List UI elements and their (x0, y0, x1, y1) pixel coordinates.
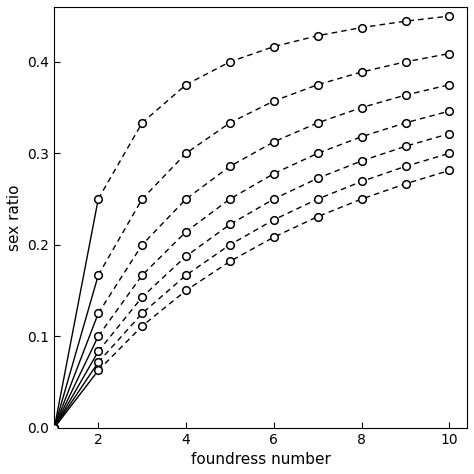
X-axis label: foundress number: foundress number (191, 452, 331, 467)
Y-axis label: sex ratio: sex ratio (7, 184, 22, 251)
